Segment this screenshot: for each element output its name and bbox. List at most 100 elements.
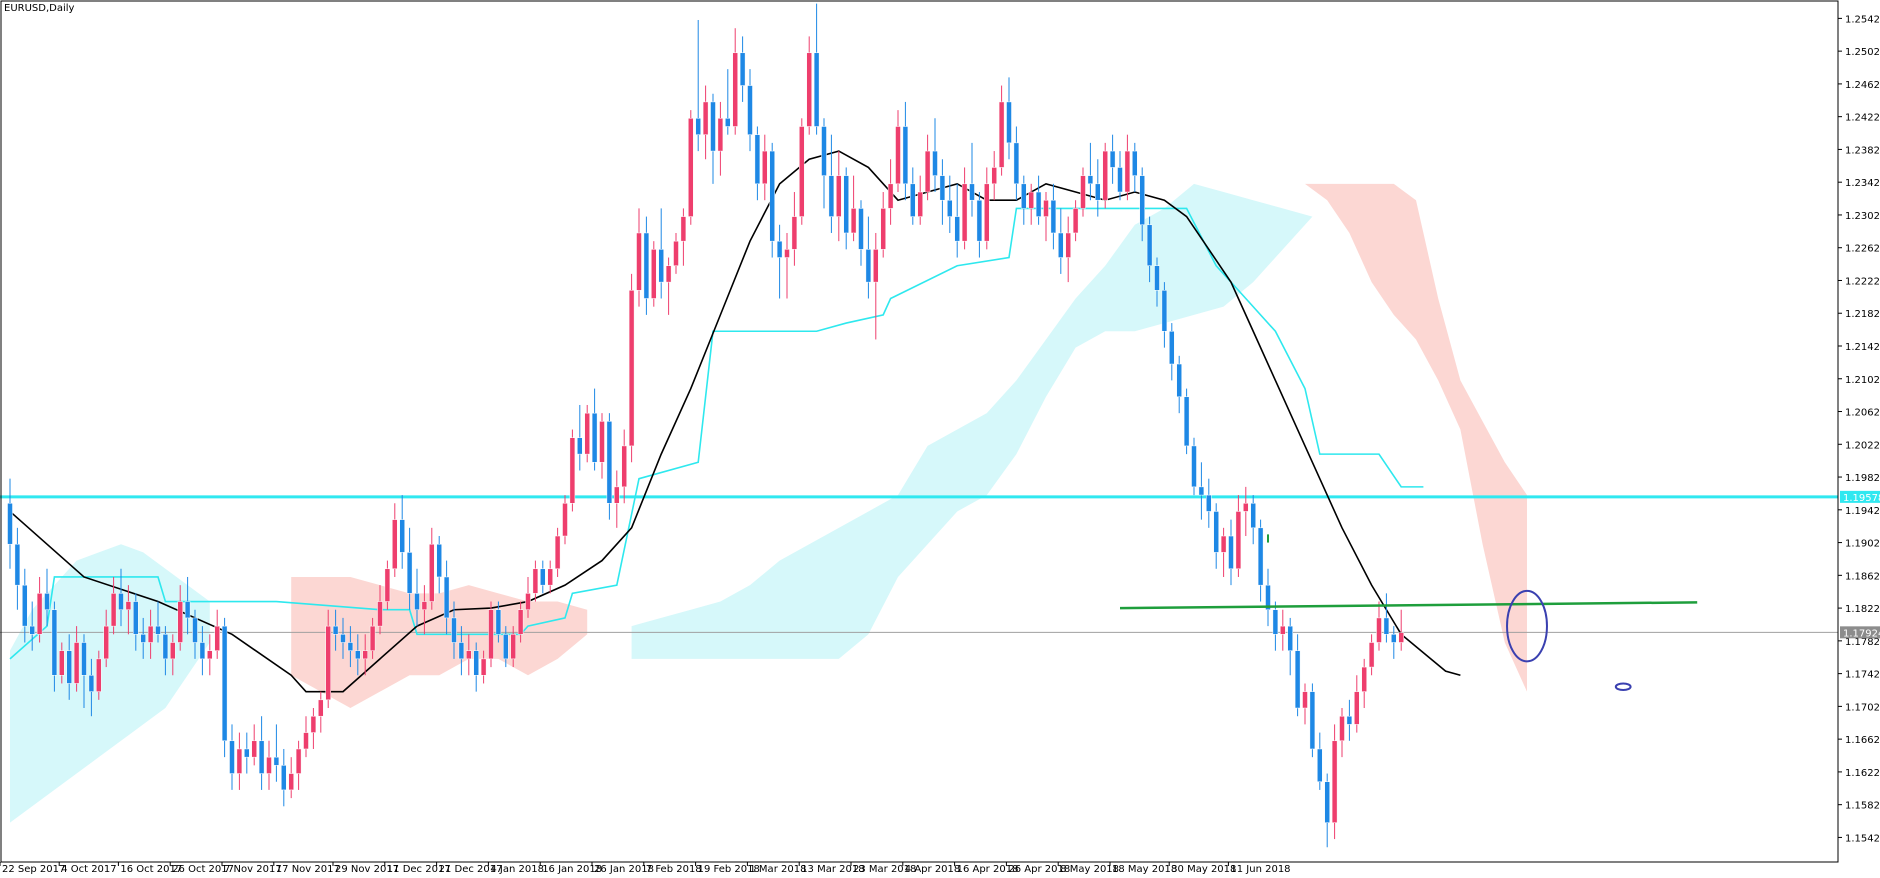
candle [81,634,87,709]
candle [1331,724,1338,840]
candle [806,36,812,135]
candle-body [421,601,428,610]
candle [762,134,768,201]
candle [66,634,72,700]
candle [769,142,775,258]
candle [1391,626,1397,659]
candle [784,232,790,299]
candle-body [1191,445,1197,488]
candle [1376,601,1382,651]
candle-body [125,601,132,610]
candle-body [1058,232,1064,258]
time-tick-label: 23 Mar 2018 [853,864,916,874]
candle [1257,519,1264,602]
candle [710,93,716,184]
candle-body [865,249,872,283]
candle-body [147,625,154,643]
candle-body [998,101,1005,168]
candle-body [1161,290,1168,332]
candle [7,478,13,569]
candle [192,609,198,659]
candle-body [688,118,694,217]
candle-body [584,412,590,455]
price-tick-label: 1.16620 [1845,735,1880,746]
candle [1339,708,1345,758]
time-tick-label: 21 Dec 2017 [439,864,503,874]
candle-body [1250,503,1256,529]
candle-body [1294,650,1301,709]
candle [1243,486,1249,537]
candle-body [429,543,435,602]
candle-body [1339,715,1345,742]
candle [658,208,664,299]
candle-body [22,584,28,627]
candle-body [192,617,198,643]
candle [1006,77,1012,160]
candle [36,576,43,643]
candle [1154,257,1160,307]
candle-body [73,642,80,684]
candle-body [258,740,265,774]
price-tick-label: 1.23020 [1845,211,1880,222]
time-tick-label: 18 May 2018 [1112,864,1177,874]
candle [369,617,376,659]
candle [340,617,346,659]
candle-body [947,199,953,217]
candle-body [769,150,775,242]
candle-body [858,208,864,250]
candle [118,568,124,627]
symbol-timeframe-label: EURUSD,Daily [4,3,75,14]
candle [725,69,731,135]
candle-body [414,593,420,610]
candle-body [1176,363,1182,398]
price-labels: 1.19578 1.17924 [1840,490,1880,639]
candle [1198,462,1205,520]
candle [591,388,598,471]
small-ellipse [1614,682,1632,692]
candle [1235,495,1242,577]
candle-body [1317,748,1323,782]
time-tick-label: 29 Nov 2017 [335,864,399,874]
candle [843,167,849,250]
candle-body [636,232,642,291]
plot-frame [0,0,1839,863]
candle [88,658,95,717]
candle [636,208,642,307]
candle [1050,183,1057,250]
price-tick-label: 1.24620 [1845,80,1880,91]
time-tick-label: 22 Sep 2017 [2,864,65,874]
candle [355,634,361,676]
candle [1309,683,1316,758]
candle [865,216,872,299]
candle-body [318,699,324,717]
candle [1087,142,1094,201]
candle [1102,142,1108,209]
candle-body [1331,740,1338,823]
candle-body [517,609,524,635]
candle-body [910,183,916,217]
candle-body [1272,609,1279,635]
candle-body [1124,150,1131,193]
time-tick-label: 17 Nov 2017 [276,864,340,874]
candle-body [843,175,849,234]
candle-body [347,642,354,651]
candle-body [895,126,901,185]
candle [1095,159,1101,217]
candle [14,527,21,610]
candle-body [1280,625,1286,635]
candle-body [495,609,502,635]
candle-body [1065,232,1071,258]
candle [1176,355,1182,414]
candle [799,118,805,225]
candle-body [1035,191,1042,217]
candle-body [932,150,938,176]
candle [614,470,620,528]
candle-body [747,85,753,135]
price-axis[interactable]: 1.25420 1.25020 1.24620 1.24220 1.23820 1.234… [1838,14,1880,844]
candle-body [451,617,457,643]
bid-price-label-bg [1840,626,1880,639]
candle [44,568,50,627]
candle [873,232,879,340]
